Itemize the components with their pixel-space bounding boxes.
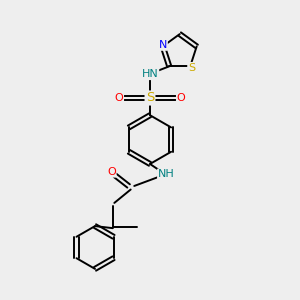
Text: S: S: [188, 63, 195, 73]
Text: NH: NH: [158, 169, 175, 179]
Text: O: O: [177, 93, 186, 103]
Text: N: N: [159, 40, 167, 50]
Text: O: O: [107, 167, 116, 177]
Text: S: S: [146, 92, 154, 104]
Text: O: O: [114, 93, 123, 103]
Text: HN: HN: [142, 69, 158, 79]
